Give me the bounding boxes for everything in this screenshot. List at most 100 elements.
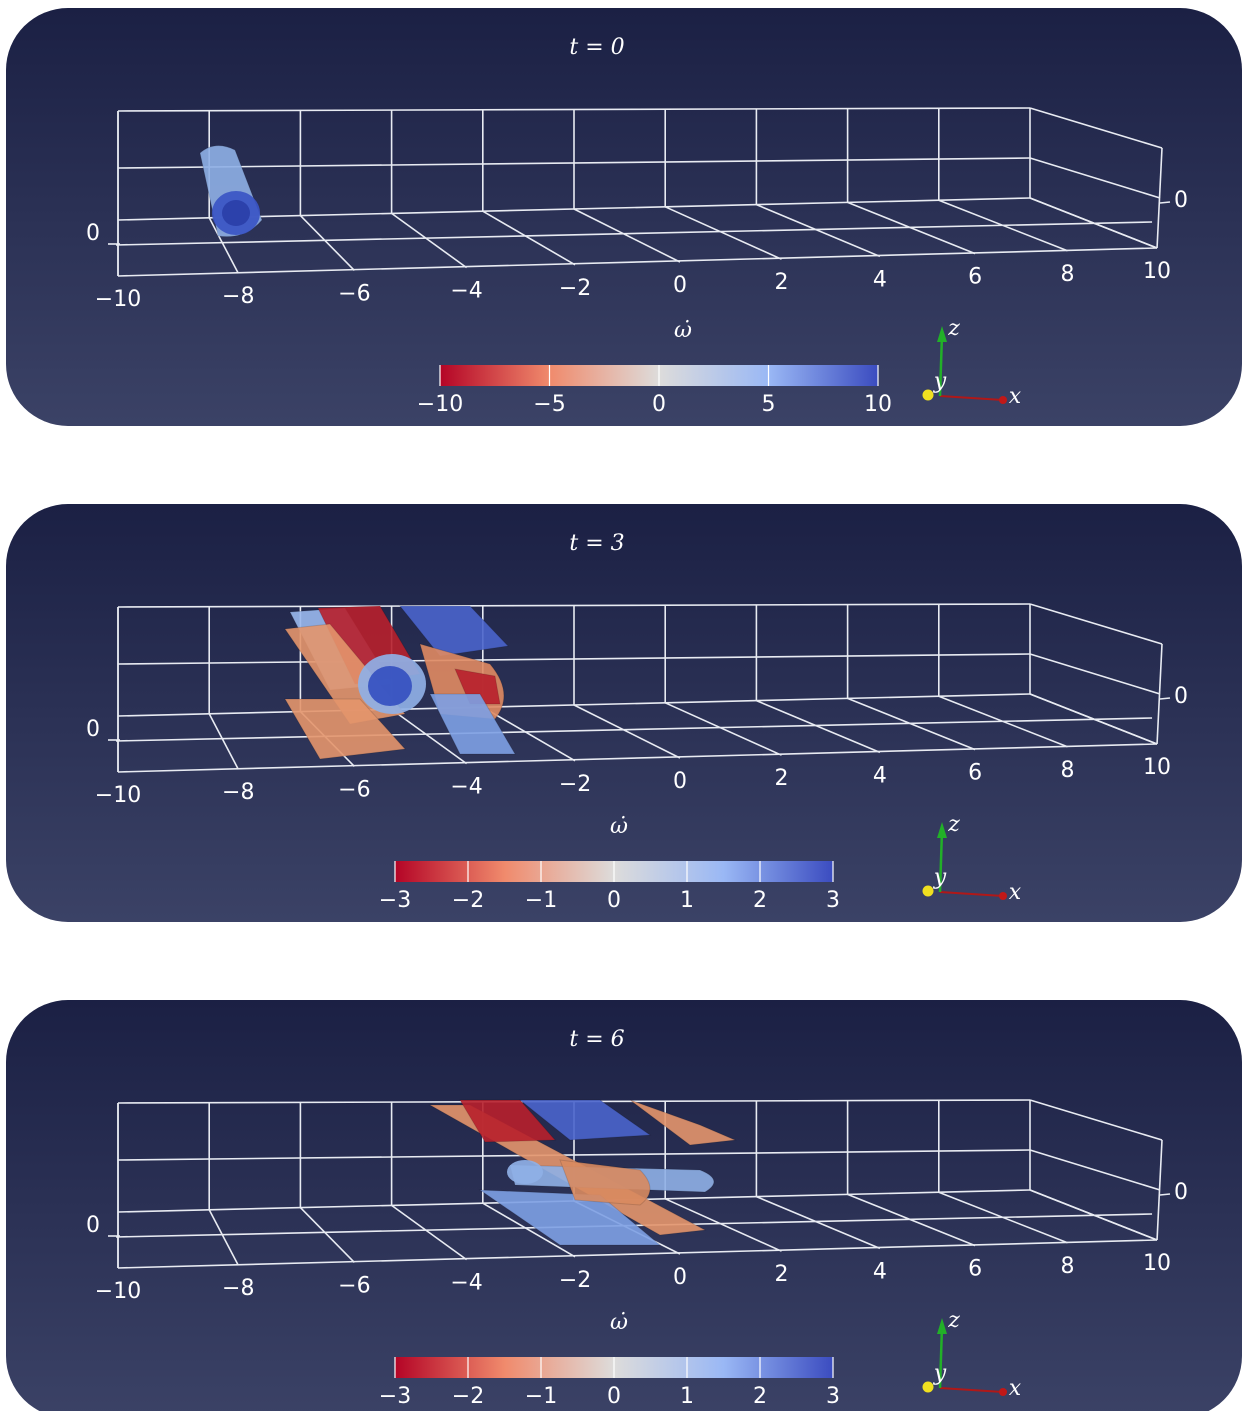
x-tick-label: 10: [1143, 755, 1171, 780]
grid-frame: [1156, 1139, 1163, 1241]
axis-tip: [999, 892, 1007, 900]
x-tick-label: 2: [775, 270, 789, 295]
colorbar-tick-label: 0: [607, 888, 621, 913]
axis-arrow: [939, 1387, 1004, 1393]
colorbar-tick-label: 1: [680, 888, 694, 913]
axis-label: z: [947, 1308, 960, 1333]
axis-label: z: [947, 316, 960, 341]
grid-line: [847, 201, 976, 255]
axis-label: y: [933, 1361, 947, 1386]
grid-line: [482, 706, 576, 762]
x-tick-label: 6: [968, 761, 982, 786]
x-tick-label: −2: [559, 1268, 591, 1293]
colorbar-tick-label: 2: [753, 1384, 767, 1409]
colorbar-tick-label: −3: [379, 1384, 411, 1409]
colorbar-tick-label: −2: [452, 888, 484, 913]
isosurface: [222, 200, 250, 226]
isosurface: [507, 1160, 543, 1184]
axis-tip: [937, 326, 947, 342]
axis-label: y: [933, 369, 947, 394]
axis-tip: [937, 822, 947, 838]
isosurface: [559, 1159, 651, 1206]
x-tick-label: 10: [1143, 259, 1171, 284]
grid-line: [208, 713, 239, 770]
grid-line: [1029, 1189, 1158, 1241]
axis-tip: [922, 885, 934, 897]
grid-frame: [117, 247, 1158, 277]
grid-line: [938, 199, 1068, 252]
x-tick-label: −10: [95, 1279, 141, 1304]
axis-tip: [922, 389, 934, 401]
colorbar-label: ω̇: [610, 1310, 628, 1335]
isosurface: [398, 605, 510, 657]
axis-arrow: [938, 333, 944, 397]
x-tick-label: −8: [222, 1276, 254, 1301]
z-tick-label: 0: [86, 221, 100, 246]
panel-background: [6, 504, 1242, 922]
grid-line: [573, 208, 681, 263]
colorbar-tick-label: 1: [680, 1384, 694, 1409]
grid-line: [482, 1202, 576, 1258]
axis-tip: [999, 1388, 1007, 1396]
x-tick-label: 8: [1060, 262, 1074, 287]
grid-frame: [1029, 603, 1163, 645]
axis-label: z: [947, 812, 960, 837]
grid-line: [938, 695, 1068, 748]
z-tick-label: 0: [1174, 684, 1188, 709]
grid-line: [664, 206, 782, 260]
grid-line: [391, 1204, 468, 1261]
grid-line: [847, 697, 976, 751]
panel-title: t = 3: [569, 531, 624, 556]
colorbar-tick-label: 5: [762, 392, 776, 417]
grid-frame: [1029, 1099, 1163, 1141]
x-tick-label: −6: [338, 281, 370, 306]
x-tick-label: 6: [968, 1257, 982, 1282]
panel-title: t = 0: [569, 35, 624, 60]
grid-line: [391, 708, 468, 765]
axis-label: x: [1009, 1376, 1022, 1401]
axis-label: y: [933, 865, 947, 890]
colorbar-tick-label: 3: [826, 888, 840, 913]
isosurface: [518, 1099, 652, 1141]
isosurface: [368, 666, 412, 706]
grid-frame: [1029, 653, 1161, 695]
grid-frame: [115, 717, 1153, 742]
axis-arrow: [938, 829, 944, 893]
colorbar-tick-label: −1: [525, 888, 557, 913]
colorbar-label: ω̇: [674, 318, 692, 343]
tick-mark: [1159, 201, 1171, 204]
tick-mark: [1159, 1193, 1171, 1196]
axis-arrow: [938, 1325, 944, 1389]
x-tick-label: 4: [873, 1259, 887, 1284]
grid-line: [847, 1193, 976, 1247]
grid-line: [756, 699, 881, 754]
x-tick-label: −4: [450, 1271, 482, 1296]
colorbar-tick-label: 10: [864, 392, 892, 417]
panel: t = 0 −10 −8 −6 −4 −2 0 2 4 6 8 10 0 0 ω̇ −10 −5 0 5 10 x y z: [6, 8, 1242, 426]
z-tick-label: 0: [1174, 188, 1188, 213]
x-tick-label: 10: [1143, 1251, 1171, 1276]
x-tick-label: −8: [222, 780, 254, 805]
grid-line: [208, 217, 239, 274]
grid-frame: [1029, 157, 1161, 199]
isosurface: [478, 1189, 662, 1246]
z-tick-label: 0: [86, 1213, 100, 1238]
x-tick-label: 0: [673, 769, 687, 794]
x-tick-label: 4: [873, 267, 887, 292]
grid-line: [208, 1209, 239, 1266]
isosurface: [459, 1099, 557, 1143]
axis-label: x: [1009, 880, 1022, 905]
colorbar-tick-label: 2: [753, 888, 767, 913]
x-tick-label: 0: [673, 1265, 687, 1290]
grid-line: [756, 203, 881, 258]
colorbar-tick-label: 0: [652, 392, 666, 417]
grid-frame: [1156, 643, 1163, 745]
x-tick-label: 2: [775, 1262, 789, 1287]
grid-line: [938, 1191, 1068, 1244]
grid-line: [1029, 693, 1158, 745]
z-tick-label: 0: [86, 717, 100, 742]
grid-line: [299, 215, 355, 271]
colorbar-tick-label: −2: [452, 1384, 484, 1409]
